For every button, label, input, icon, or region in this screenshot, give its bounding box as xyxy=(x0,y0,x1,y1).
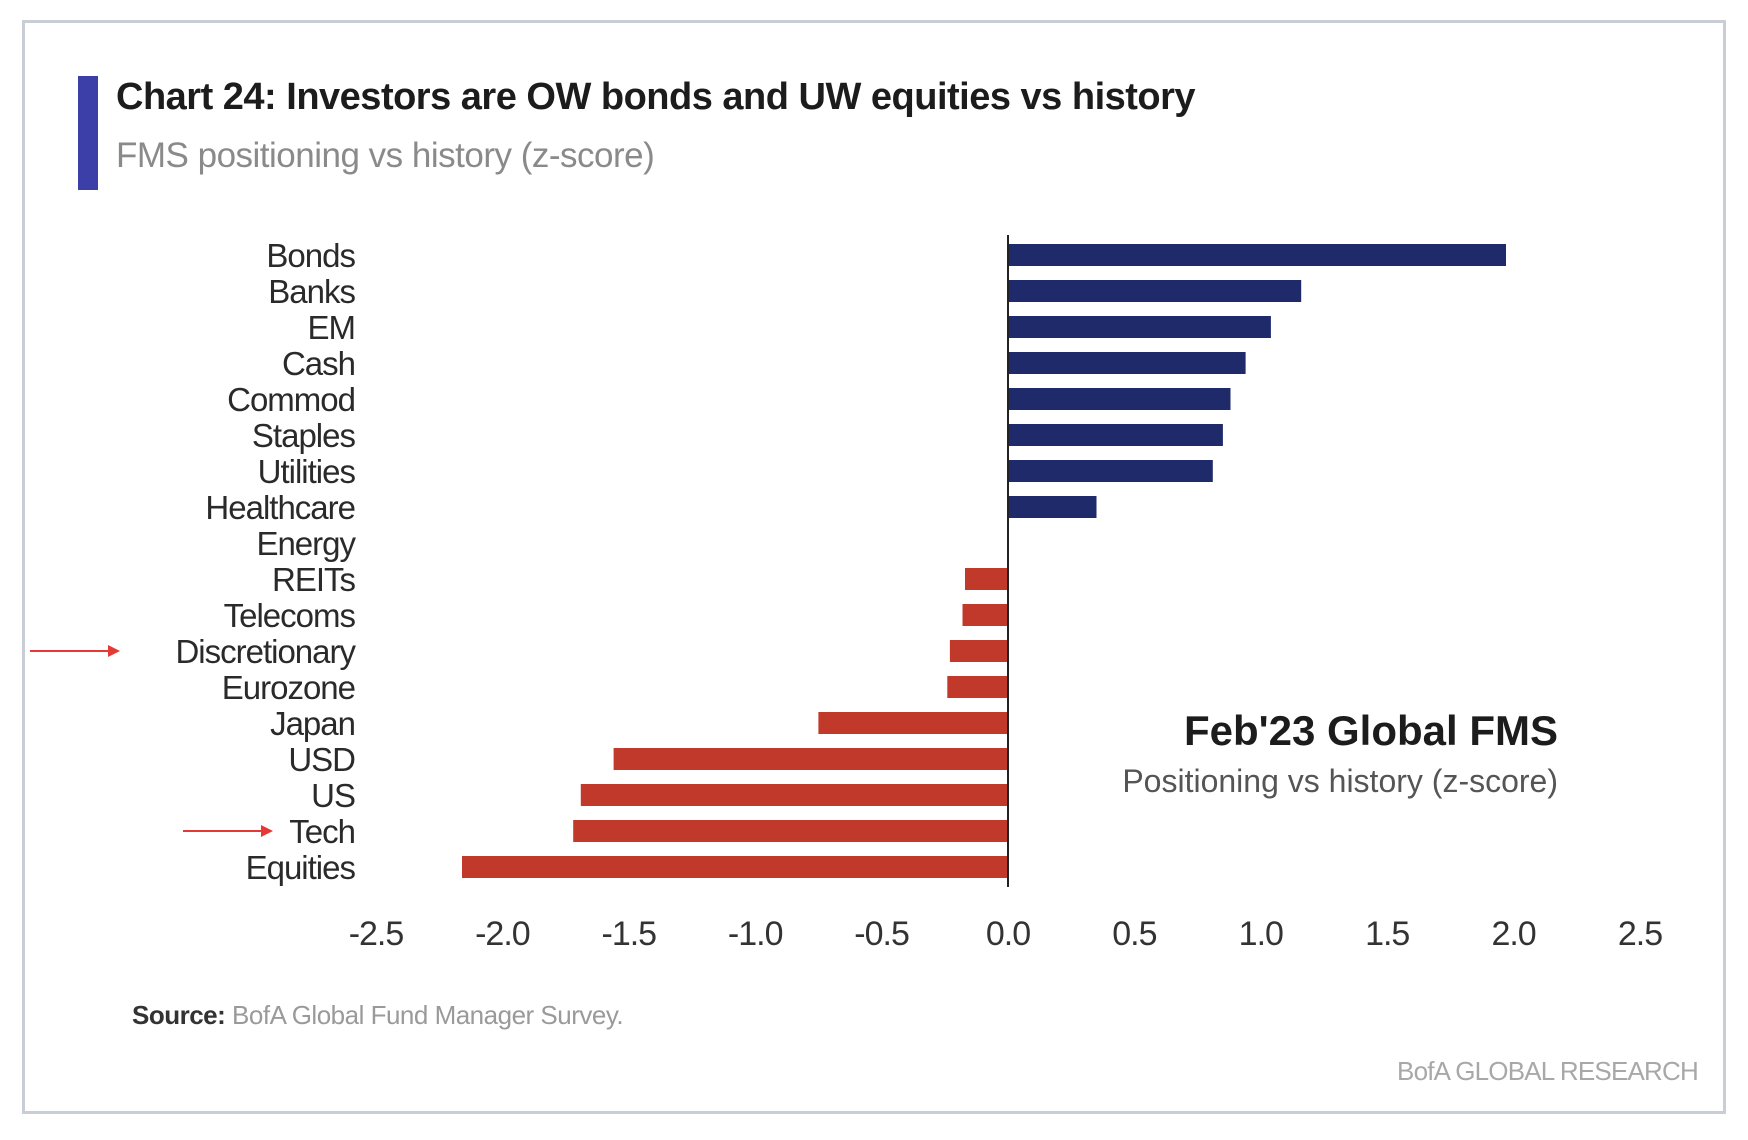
annotation-title: Feb'23 Global FMS xyxy=(1184,707,1558,754)
bar-cash xyxy=(1008,352,1246,374)
category-label-eurozone: Eurozone xyxy=(222,669,355,706)
bar-reits xyxy=(965,568,1008,590)
bar-discretionary xyxy=(949,640,1008,662)
source-label: Source: xyxy=(132,1000,226,1030)
bar-bonds xyxy=(1008,244,1506,266)
category-label-discretionary: Discretionary xyxy=(175,633,356,670)
category-label-banks: Banks xyxy=(268,273,355,310)
source-note: Source: BofA Global Fund Manager Survey. xyxy=(132,1000,624,1031)
category-label-equities: Equities xyxy=(246,849,356,886)
bar-usd xyxy=(613,748,1008,770)
bar-equities xyxy=(462,856,1008,878)
source-text: BofA Global Fund Manager Survey. xyxy=(232,1000,624,1030)
x-tick-label: 1.5 xyxy=(1365,915,1409,953)
arrow-head-discretionary xyxy=(108,645,120,657)
arrow-head-tech xyxy=(261,825,273,837)
x-tick-label: -1.0 xyxy=(728,915,783,953)
highlight-arrows xyxy=(30,645,273,837)
category-label-utilities: Utilities xyxy=(258,453,356,490)
x-tick-label: -2.0 xyxy=(475,915,530,953)
bars-group xyxy=(462,244,1506,878)
bar-tech xyxy=(573,820,1008,842)
x-tick-label: 2.5 xyxy=(1618,915,1662,953)
bar-staples xyxy=(1008,424,1223,446)
bar-em xyxy=(1008,316,1271,338)
bar-healthcare xyxy=(1008,496,1097,518)
category-label-commod: Commod xyxy=(227,381,355,418)
category-labels: BondsBanksEMCashCommodStaplesUtilitiesHe… xyxy=(175,237,357,886)
category-label-reits: REITs xyxy=(272,561,356,598)
category-label-us: US xyxy=(311,777,355,814)
title-accent-bar xyxy=(78,76,98,190)
bar-commod xyxy=(1008,388,1231,410)
bar-telecoms xyxy=(962,604,1008,626)
category-label-em: EM xyxy=(308,309,356,346)
brand-label: BofA GLOBAL RESEARCH xyxy=(1397,1056,1699,1086)
category-label-telecoms: Telecoms xyxy=(224,597,356,634)
bar-japan xyxy=(818,712,1008,734)
x-tick-label: 2.0 xyxy=(1491,915,1535,953)
x-tick-label: -0.5 xyxy=(854,915,909,953)
x-tick-label: 0.0 xyxy=(986,915,1030,953)
chart-frame xyxy=(22,20,1726,1114)
bar-eurozone xyxy=(947,676,1008,698)
category-label-usd: USD xyxy=(288,741,355,778)
bar-us xyxy=(580,784,1008,806)
category-label-healthcare: Healthcare xyxy=(205,489,355,526)
category-label-cash: Cash xyxy=(282,345,355,382)
bar-utilities xyxy=(1008,460,1213,482)
x-tick-label: 0.5 xyxy=(1112,915,1156,953)
x-tick-label: 1.0 xyxy=(1239,915,1283,953)
category-label-tech: Tech xyxy=(289,813,355,850)
bar-banks xyxy=(1008,280,1302,302)
x-tick-label: -1.5 xyxy=(602,915,657,953)
chart-subtitle: FMS positioning vs history (z-score) xyxy=(116,136,655,175)
annotation-subtitle: Positioning vs history (z-score) xyxy=(1122,763,1558,799)
chart-title: Chart 24: Investors are OW bonds and UW … xyxy=(116,76,1196,118)
category-label-japan: Japan xyxy=(270,705,355,742)
category-label-energy: Energy xyxy=(256,525,356,562)
category-label-staples: Staples xyxy=(252,417,356,454)
x-tick-label: -2.5 xyxy=(349,915,404,953)
category-label-bonds: Bonds xyxy=(266,237,355,274)
x-tick-labels: -2.5 -2.0 -1.5 -1.0 -0.5 0.0 0.5 1.0 1.5 2.0 2.5 xyxy=(349,915,1664,953)
